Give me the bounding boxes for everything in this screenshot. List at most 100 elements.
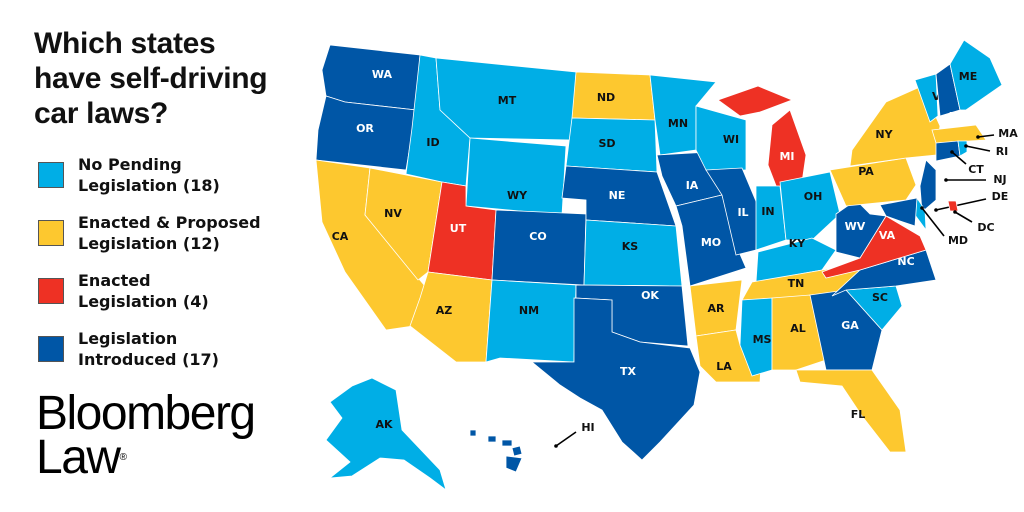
state-label: DE bbox=[992, 190, 1009, 203]
arrow-head bbox=[920, 206, 924, 210]
state-wi: WI bbox=[695, 105, 747, 171]
state-label: CA bbox=[332, 230, 349, 243]
state-shape bbox=[739, 297, 773, 377]
state-mi: MI bbox=[717, 85, 807, 197]
state-shape bbox=[879, 197, 918, 227]
state-shape bbox=[530, 297, 701, 461]
state-ma: MA bbox=[931, 124, 1018, 144]
state-shape bbox=[583, 219, 683, 287]
legend-swatch bbox=[38, 162, 64, 188]
state-label: TN bbox=[788, 277, 805, 290]
state-shape bbox=[935, 140, 961, 162]
state-label: VA bbox=[879, 229, 896, 242]
arrow-head bbox=[944, 178, 948, 182]
legend-label: No Pending bbox=[78, 155, 182, 174]
state-in: IN bbox=[755, 185, 787, 251]
state-label: CT bbox=[968, 163, 984, 176]
state-ar: AR bbox=[689, 279, 743, 337]
callout-arrow bbox=[954, 211, 973, 223]
state-nv: NV bbox=[364, 167, 443, 281]
state-shape bbox=[931, 124, 987, 144]
arrow-head bbox=[554, 444, 558, 448]
state-shape bbox=[717, 85, 794, 117]
state-label: NE bbox=[609, 189, 626, 202]
state-nj: NJ bbox=[919, 159, 1007, 213]
callout-arrow bbox=[555, 431, 577, 447]
state-label: AR bbox=[708, 302, 726, 315]
state-ak: AK bbox=[325, 377, 447, 492]
state-shape bbox=[914, 73, 939, 123]
logo-line: Bloomberg bbox=[36, 387, 256, 440]
state-co: CO bbox=[491, 209, 587, 286]
legend-label: Legislation (4) bbox=[78, 292, 209, 311]
callout-arrow bbox=[935, 198, 987, 211]
arrow-head bbox=[953, 210, 957, 214]
state-label: KS bbox=[622, 240, 639, 253]
state-label: NJ bbox=[993, 173, 1006, 186]
arrow-head bbox=[964, 144, 968, 148]
logo-line: Law bbox=[36, 431, 121, 484]
state-label: IN bbox=[761, 205, 774, 218]
state-shape bbox=[957, 140, 968, 157]
state-label: PA bbox=[858, 165, 874, 178]
state-shape bbox=[465, 137, 567, 216]
legend-swatch bbox=[38, 220, 64, 246]
legend-label: Legislation bbox=[78, 329, 178, 348]
state-shape bbox=[919, 159, 937, 213]
state-ms: MS bbox=[739, 297, 773, 377]
state-label: NM bbox=[519, 304, 539, 317]
state-az: AZ bbox=[409, 271, 493, 363]
state-label: MD bbox=[948, 234, 968, 247]
state-label: RI bbox=[996, 145, 1009, 158]
title-line: Which states bbox=[34, 27, 216, 60]
state-label: KY bbox=[789, 237, 807, 250]
state-label: AK bbox=[375, 418, 393, 431]
state-shape bbox=[487, 435, 497, 443]
state-shape bbox=[435, 57, 577, 141]
legend-label: Enacted & Proposed bbox=[78, 213, 261, 232]
state-mt: MT bbox=[435, 57, 577, 141]
state-al: AL bbox=[771, 294, 827, 371]
state-label: ND bbox=[597, 91, 615, 104]
state-oh: OH bbox=[779, 171, 841, 241]
state-label: MN bbox=[668, 117, 688, 130]
state-label: MA bbox=[998, 127, 1018, 140]
state-label: WA bbox=[372, 68, 393, 81]
state-label: MS bbox=[753, 333, 772, 346]
state-label: FL bbox=[851, 408, 866, 421]
state-or: OR bbox=[315, 95, 417, 171]
state-ks: KS bbox=[583, 219, 683, 287]
state-fl: FL bbox=[795, 369, 907, 453]
title-line: have self-driving bbox=[34, 62, 268, 95]
state-dc: DC bbox=[947, 200, 995, 234]
legend-label: Enacted bbox=[78, 271, 151, 290]
state-label: TX bbox=[620, 365, 637, 378]
state-label: MO bbox=[701, 236, 721, 249]
state-label: SC bbox=[872, 291, 888, 304]
state-ri: RI bbox=[957, 140, 1009, 158]
state-label: AZ bbox=[436, 304, 453, 317]
state-shape bbox=[947, 200, 959, 212]
state-wy: WY bbox=[465, 137, 567, 216]
state-sd: SD bbox=[565, 117, 658, 173]
state-label: IA bbox=[686, 179, 699, 192]
state-shape bbox=[771, 294, 827, 371]
registered-mark: ® bbox=[119, 452, 127, 463]
legend-label: Legislation (18) bbox=[78, 176, 220, 195]
state-nm: NM bbox=[485, 279, 577, 363]
arrow-head bbox=[934, 208, 938, 212]
callout-arrow bbox=[965, 145, 991, 152]
legend-label: Legislation (12) bbox=[78, 234, 220, 253]
state-mo: MO bbox=[675, 194, 747, 287]
state-shape bbox=[501, 439, 513, 447]
page-title: Which states have self-driving car laws? bbox=[34, 26, 268, 131]
bloomberg-law-logo: Bloomberg Law® bbox=[36, 387, 256, 482]
callout-arrow bbox=[921, 207, 945, 237]
state-label: SD bbox=[598, 137, 615, 150]
state-shape bbox=[325, 377, 447, 492]
state-nd: ND bbox=[571, 71, 656, 121]
state-la: LA bbox=[695, 329, 763, 383]
callout-arrow bbox=[951, 151, 967, 165]
state-ny: NY bbox=[849, 85, 941, 167]
